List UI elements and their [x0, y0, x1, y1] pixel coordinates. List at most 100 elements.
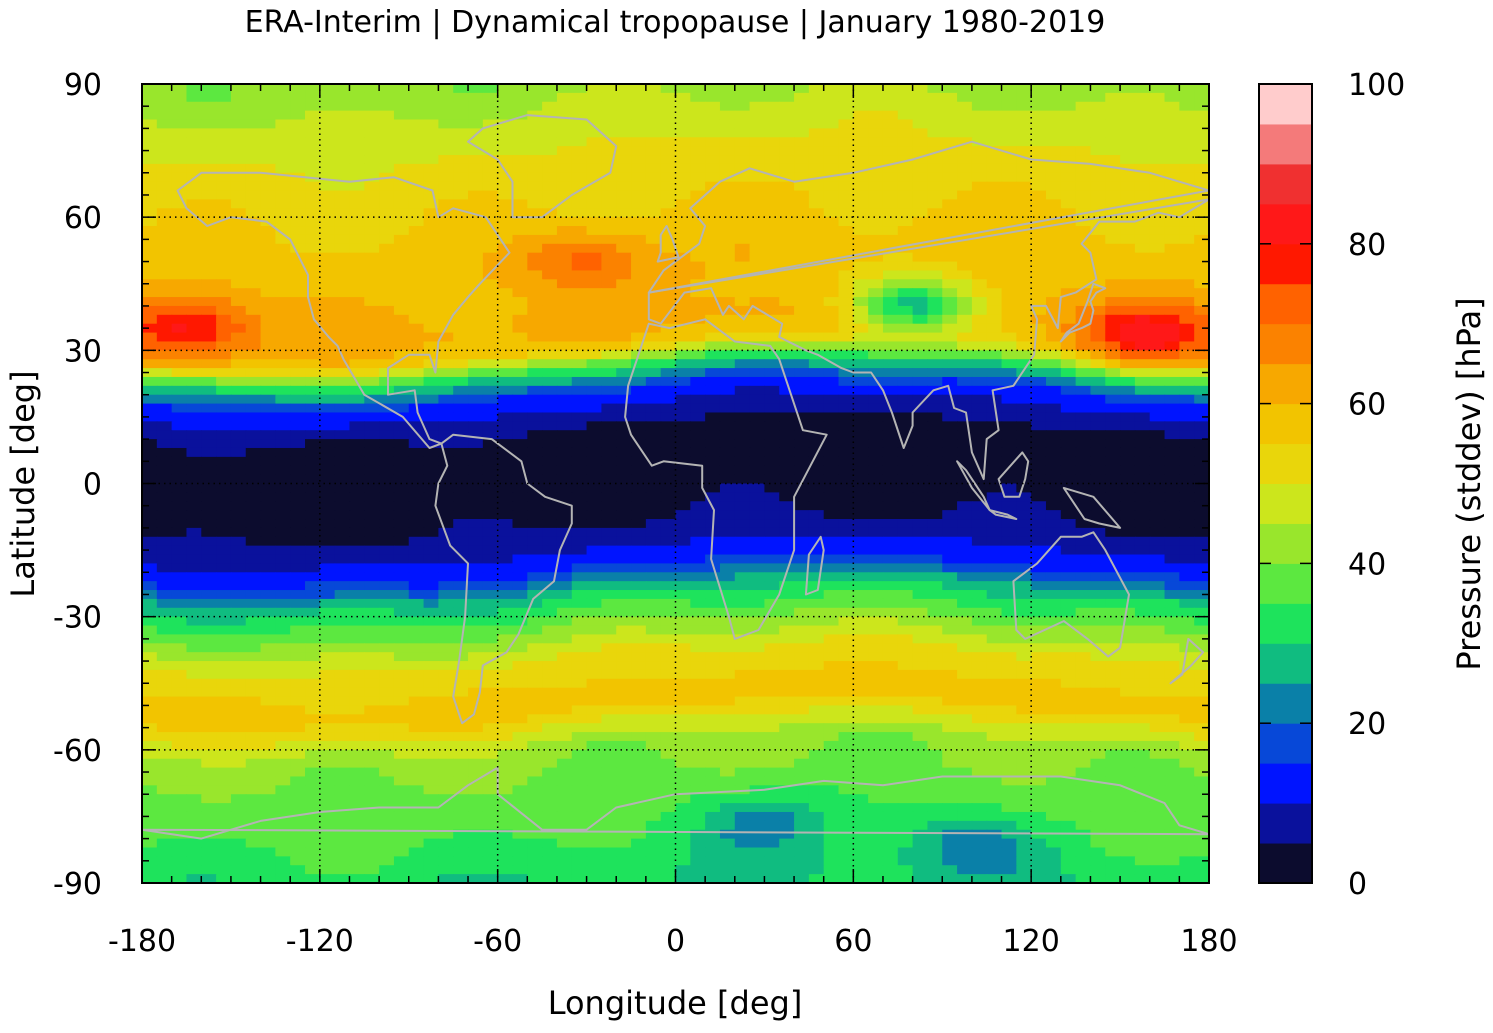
field-cell	[1134, 252, 1151, 263]
field-cell	[542, 163, 558, 174]
field-cell	[423, 581, 439, 591]
field-cell	[1134, 501, 1151, 511]
field-cell	[230, 394, 247, 405]
field-cell	[468, 226, 484, 236]
field-cell	[1105, 243, 1121, 254]
field-cell	[349, 288, 365, 298]
field-cell	[527, 359, 543, 369]
field-cell	[734, 501, 751, 511]
field-cell	[453, 527, 469, 538]
field-cell	[482, 403, 499, 414]
field-cell	[1001, 234, 1017, 245]
field-cell	[423, 696, 439, 707]
field-cell	[838, 563, 854, 573]
field-cell	[364, 634, 380, 644]
field-cell	[349, 412, 365, 422]
field-cell	[749, 199, 766, 209]
field-cell	[423, 341, 439, 351]
field-cell	[986, 483, 1003, 493]
field-cell	[319, 430, 336, 440]
field-cell	[1090, 332, 1106, 343]
field-cell	[393, 439, 410, 449]
field-cell	[349, 563, 365, 573]
field-cell	[1149, 598, 1166, 609]
field-cell	[882, 590, 899, 600]
field-cell	[556, 376, 573, 387]
field-cell	[957, 270, 973, 280]
field-cell	[186, 394, 202, 405]
field-cell	[1105, 261, 1121, 272]
field-cell	[616, 163, 632, 174]
field-cell	[1194, 536, 1209, 547]
field-cell	[690, 421, 706, 431]
field-cell	[245, 190, 262, 201]
field-cell	[468, 155, 484, 165]
field-cell	[364, 199, 380, 209]
field-cell	[1149, 252, 1166, 263]
field-cell	[142, 181, 158, 192]
field-cell	[527, 279, 543, 289]
field-cell	[1179, 403, 1195, 414]
field-cell	[764, 643, 780, 653]
field-cell	[853, 545, 869, 556]
field-cell	[794, 385, 810, 396]
field-cell	[379, 234, 395, 245]
field-cell	[1001, 678, 1017, 689]
field-cell	[423, 590, 439, 600]
field-cell	[586, 243, 602, 254]
field-cell	[305, 146, 321, 156]
field-cell	[275, 323, 291, 334]
field-cell	[912, 661, 929, 671]
field-cell	[408, 314, 425, 325]
field-cell	[1105, 590, 1121, 600]
field-cell	[779, 368, 795, 378]
field-cell	[868, 297, 884, 307]
field-cell	[156, 243, 173, 254]
field-cell	[334, 483, 351, 493]
field-cell	[364, 288, 380, 298]
field-cell	[1045, 137, 1062, 147]
field-cell	[616, 643, 632, 653]
field-cell	[1105, 101, 1121, 112]
field-cell	[1149, 545, 1166, 556]
field-cell	[957, 669, 973, 680]
field-cell	[616, 146, 632, 156]
field-cell	[142, 155, 158, 165]
field-cell	[482, 163, 499, 174]
field-cell	[542, 465, 558, 476]
field-cell	[690, 226, 706, 236]
field-cell	[245, 288, 262, 298]
field-cell	[334, 279, 351, 289]
field-cell	[468, 84, 484, 94]
field-cell	[1060, 412, 1077, 422]
field-cell	[868, 199, 884, 209]
field-cell	[497, 634, 514, 644]
field-cell	[393, 607, 410, 618]
field-cell	[142, 297, 158, 307]
field-cell	[423, 403, 439, 414]
field-cell	[423, 217, 439, 227]
field-cell	[645, 261, 662, 272]
field-cell	[1001, 456, 1017, 467]
field-cell	[512, 447, 528, 458]
field-cell	[1090, 181, 1106, 192]
field-cell	[1016, 678, 1032, 689]
field-cell	[645, 669, 662, 680]
field-cell	[853, 101, 869, 112]
field-cell	[882, 226, 899, 236]
field-cell	[319, 199, 336, 209]
field-cell	[1090, 155, 1106, 165]
field-cell	[527, 430, 543, 440]
field-cell	[453, 465, 469, 476]
field-cell	[571, 501, 588, 511]
field-cell	[1164, 217, 1180, 227]
field-cell	[201, 350, 217, 360]
field-cell	[882, 288, 899, 298]
field-cell	[156, 128, 173, 138]
field-cell	[660, 545, 677, 556]
field-cell	[631, 332, 647, 343]
field-cell	[779, 341, 795, 351]
field-cell	[1045, 146, 1062, 156]
field-cell	[586, 92, 602, 103]
field-cell	[971, 305, 988, 316]
